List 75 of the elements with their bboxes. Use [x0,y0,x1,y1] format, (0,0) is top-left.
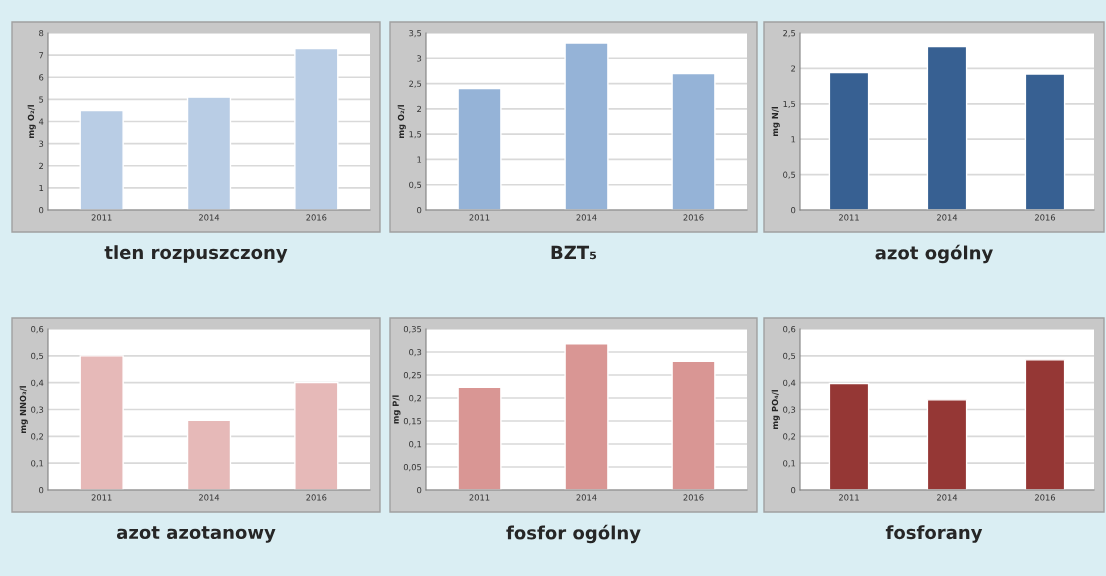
y-axis-title: mg PO₄/l [771,390,780,429]
y-tick-label: 0,1 [783,460,796,468]
y-tick-label: 2 [39,162,43,169]
y-tick-label: 1 [39,184,44,192]
y-tick-label: 0 [791,486,796,494]
y-tick-label: 0,3 [31,406,44,414]
y-tick-label: 1 [417,156,422,163]
y-tick-label: 2,5 [409,80,422,88]
y-tick-label: 0,4 [31,379,44,387]
y-tick-label: 5 [39,96,44,103]
y-tick-label: 0,3 [409,348,422,357]
y-tick-label: 0,1 [31,460,44,468]
y-axis-title: mg O₂/l [397,105,406,138]
x-tick-label: 2016 [306,494,327,501]
x-tick-label: 2016 [1035,214,1056,221]
x-tick-label: 2011 [839,494,859,501]
x-tick-label: 2014 [576,494,597,501]
y-tick-label: 7 [39,52,44,59]
y-axis-title: mg N/l [771,106,780,137]
y-tick-label: 0,4 [783,379,796,387]
y-tick-label: 0,2 [31,433,43,441]
y-tick-label: 0,6 [31,325,44,334]
y-tick-label: 6 [39,74,44,81]
text: tlen rozpuszczony [104,245,288,263]
y-tick-label: 2 [791,65,795,72]
text: azot ogólny [875,244,993,264]
y-tick-label: 0 [39,486,44,494]
y-tick-label: 0,35 [403,325,422,334]
y-tick-label: 0,15 [403,417,422,426]
y-tick-label: 0,25 [403,371,422,380]
y-tick-label: 0,5 [409,181,422,189]
y-tick-label: 0 [39,206,44,214]
y-tick-label: 0,6 [783,325,796,334]
x-tick-label: 2016 [1035,494,1056,501]
text: BZT₅ [551,245,597,260]
y-tick-label: 0,5 [783,171,796,179]
text: azot azotanowy [116,526,276,543]
x-tick-label: 2014 [199,214,220,221]
x-tick-label: 2011 [469,214,490,221]
y-tick-label: 0 [791,206,796,214]
y-tick-label: 2 [417,105,421,113]
x-tick-label: 2014 [937,214,958,221]
y-tick-label: 8 [39,29,44,37]
y-axis-title: mg NNO₃/l [19,386,28,433]
x-tick-label: 2011 [91,494,112,501]
x-tick-label: 2016 [306,214,327,221]
y-tick-label: 0,5 [31,352,44,360]
y-tick-label: 1 [791,136,796,143]
y-tick-label: 3,5 [409,29,422,38]
y-axis-title: mg P/l [392,395,401,424]
text: fosfor ogólny [506,524,641,544]
y-tick-label: 0,5 [783,352,796,360]
x-tick-label: 2011 [839,214,859,221]
x-tick-label: 2014 [199,494,220,501]
y-tick-label: 0,3 [783,406,796,414]
x-tick-label: 2016 [683,214,704,221]
y-tick-label: 0,05 [403,463,422,472]
y-tick-label: 4 [38,118,44,125]
text: fosforany [885,525,983,543]
y-tick-label: 2,5 [783,29,796,38]
x-tick-label: 2014 [937,494,958,501]
x-tick-label: 2014 [576,214,597,221]
y-tick-label: 1,5 [783,100,796,108]
x-tick-label: 2011 [91,214,112,221]
y-tick-label: 0 [417,486,422,494]
x-tick-label: 2011 [469,494,490,501]
y-tick-label: 3 [417,55,422,62]
y-tick-label: 1,5 [409,131,422,139]
y-tick-label: 0,1 [409,440,422,449]
y-tick-label: 0,2 [409,394,421,403]
y-tick-label: 0 [417,206,422,214]
y-tick-label: 3 [39,140,44,147]
x-tick-label: 2016 [683,494,704,501]
y-axis-title: mg O₂/l [27,105,36,138]
y-tick-label: 0,2 [783,433,795,441]
